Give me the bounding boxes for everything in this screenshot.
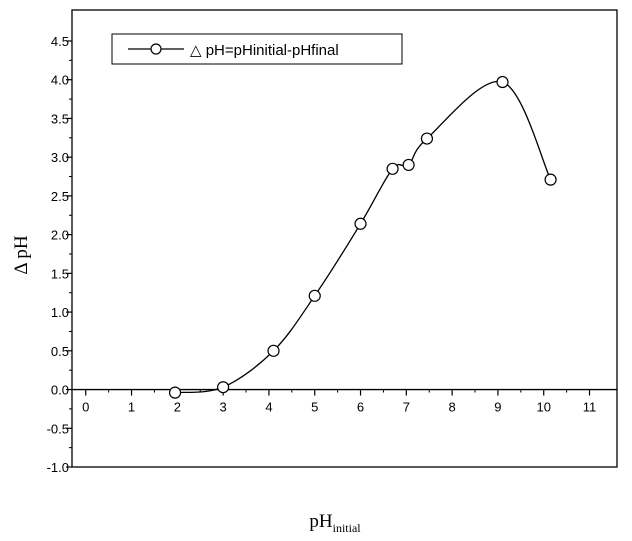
legend: △ pH=pHinitial-pHfinal: [111, 33, 403, 65]
y-tick-label: 4.5: [51, 34, 69, 49]
data-point: [386, 162, 399, 175]
x-tick-label: 4: [265, 400, 272, 415]
data-point: [420, 132, 434, 145]
y-tick-label: 0.0: [51, 383, 69, 398]
x-tick-label: 0: [82, 400, 89, 415]
y-tick-label: 2.5: [51, 189, 69, 204]
x-axis-ticks: 0 1 2 3 4 5 6 7 8 9 10 11: [82, 389, 597, 415]
y-tick-label: 1.5: [51, 266, 69, 281]
y-tick-label: 1.0: [51, 305, 69, 320]
x-axis-title: pHinitial: [309, 511, 361, 535]
fit-curve: [174, 80, 552, 394]
x-tick-label: 3: [220, 400, 227, 415]
y-tick-label: 3.5: [51, 111, 69, 126]
legend-label: △ pH=pHinitial-pHfinal: [190, 42, 339, 59]
y-axis-title: Δ pH: [11, 235, 32, 274]
x-tick-label: 10: [536, 400, 550, 415]
plot-frame: [71, 9, 618, 468]
x-tick-label: 6: [357, 400, 364, 415]
y-tick-label: 3.0: [51, 150, 69, 165]
x-tick-label: 1: [128, 400, 135, 415]
data-point: [267, 344, 280, 357]
data-point: [544, 173, 557, 186]
data-point: [402, 158, 415, 172]
data-points: [168, 75, 557, 399]
y-tick-label: 4.0: [51, 73, 69, 88]
data-point: [168, 386, 182, 399]
legend-marker: [150, 43, 162, 55]
x-tick-label: 2: [174, 400, 181, 415]
y-tick-label: 0.5: [51, 344, 69, 359]
x-tick-label: 5: [311, 400, 318, 415]
y-tick-label: -1.0: [47, 460, 69, 475]
data-point: [354, 217, 367, 230]
y-tick-label: -0.5: [47, 421, 69, 436]
x-axis-title-main: pH: [309, 511, 333, 532]
y-axis-ticks: -1.0 -0.5 0.0 0.5 1.0 1.5 2.0 2.5 3.0 3.5 4.0 4.5: [47, 34, 72, 475]
data-point: [308, 289, 321, 302]
x-tick-label: 7: [403, 400, 410, 415]
y-tick-label: 2.0: [51, 228, 69, 243]
x-tick-label: 8: [449, 400, 456, 415]
data-point: [496, 75, 509, 89]
data-point: [217, 381, 230, 394]
x-axis-title-subscript: initial: [333, 521, 362, 535]
x-tick-label: 9: [494, 400, 501, 415]
x-tick-label: 11: [583, 400, 597, 415]
